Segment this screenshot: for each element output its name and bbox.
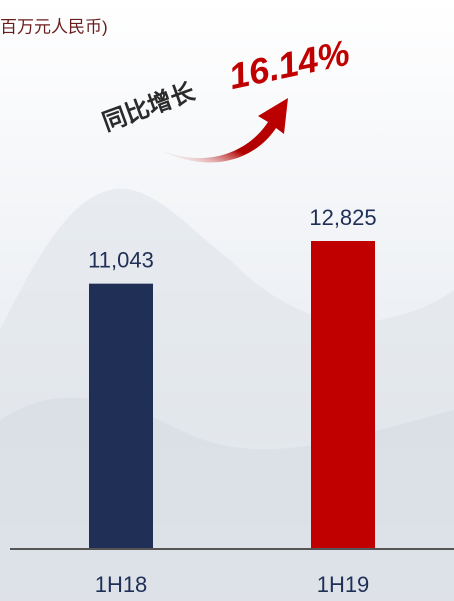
subtitle: 百万元人民币)	[0, 17, 108, 36]
bar	[89, 283, 153, 548]
value-label: 12,825	[309, 205, 376, 230]
x-tick-label: 1H19	[317, 572, 370, 597]
x-tick-label: 1H18	[95, 572, 148, 597]
bar	[311, 241, 375, 548]
arrow	[160, 98, 288, 163]
value-label: 11,043	[88, 247, 154, 272]
